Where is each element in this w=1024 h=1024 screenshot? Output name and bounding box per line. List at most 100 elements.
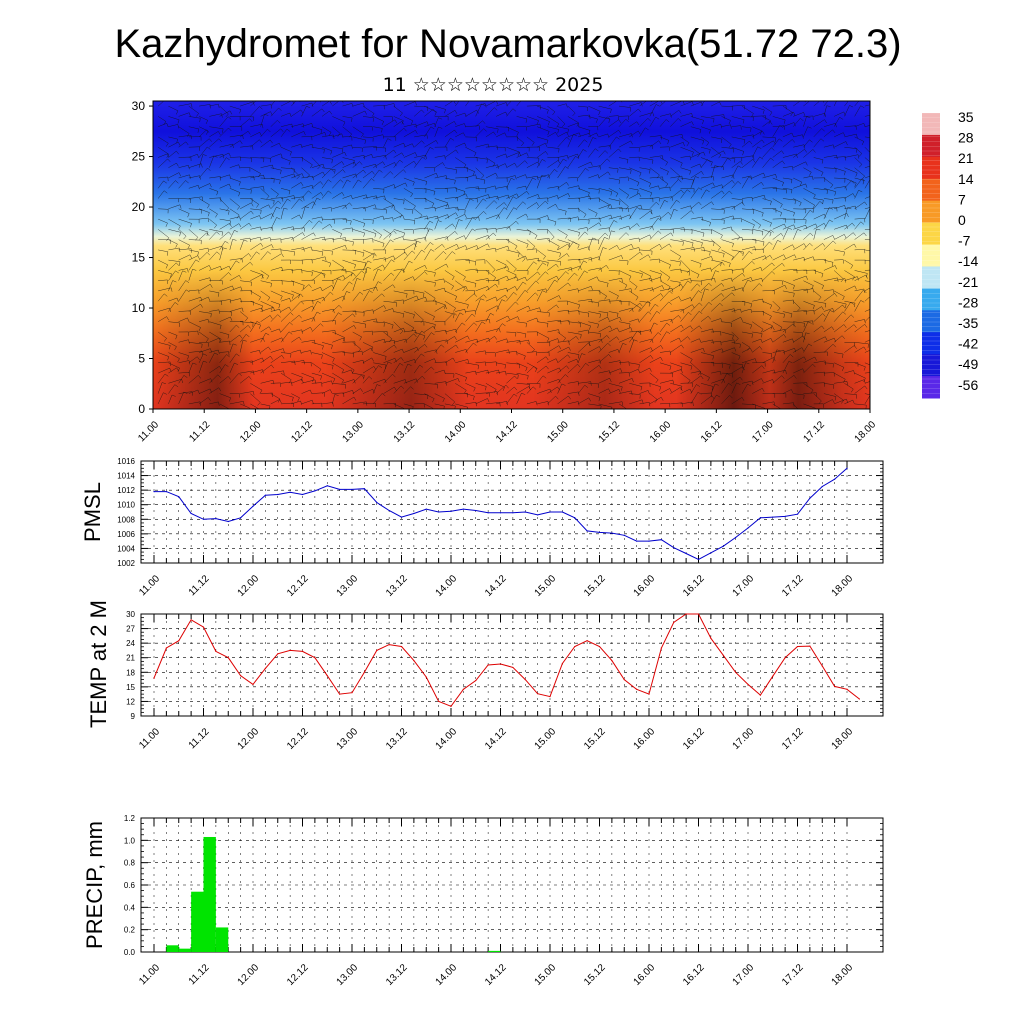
- wind-barb: [342, 157, 355, 165]
- wind-barb: [536, 200, 549, 209]
- wind-barb: [158, 287, 173, 292]
- wind-barb: [270, 348, 285, 353]
- wind-barb: [823, 240, 837, 251]
- wind-barb: [373, 208, 387, 214]
- wind-barb: [618, 115, 630, 120]
- wind-barb: [485, 328, 501, 333]
- wind-barb: [710, 270, 720, 281]
- wind-barb: [547, 275, 559, 281]
- wind-barb: [618, 167, 632, 174]
- wind-barb: [485, 312, 495, 322]
- wind-barb: [342, 249, 357, 255]
- wind-barb: [332, 275, 346, 281]
- wind-barb: [731, 157, 743, 162]
- wind-barb: [782, 111, 796, 117]
- wind-barb: [793, 356, 807, 364]
- wind-barb: [352, 259, 366, 267]
- wind-barb: [198, 251, 211, 261]
- wind-barb: [608, 300, 622, 305]
- wind-barb: [250, 198, 260, 208]
- wind-barb: [229, 198, 241, 210]
- wind-barb: [239, 333, 250, 343]
- wind-barb: [270, 370, 285, 375]
- wind-barb: [229, 116, 241, 121]
- wind-barb: [588, 237, 597, 250]
- wind-barb: [752, 194, 766, 200]
- wind-barb: [803, 343, 813, 353]
- wind-barb: [844, 180, 855, 189]
- wind-barb: [823, 277, 839, 282]
- wind-barb: [250, 157, 265, 163]
- wind-barb: [311, 382, 323, 387]
- wind-barb: [393, 327, 406, 333]
- wind-barb: [833, 372, 846, 383]
- wind-barb: [465, 310, 476, 315]
- wind-barb: [803, 403, 816, 409]
- wind-barb: [393, 290, 408, 298]
- wind-barb: [383, 136, 397, 141]
- wind-barb: [434, 204, 450, 210]
- wind-barb: [475, 198, 487, 209]
- wind-barb: [301, 270, 313, 277]
- wind-barb: [567, 321, 582, 328]
- wind-barb: [731, 268, 744, 273]
- wind-barb: [557, 267, 573, 272]
- wind-barb: [291, 360, 305, 365]
- wind-barb: [844, 146, 858, 153]
- y-tick-label: 5: [138, 352, 145, 366]
- wind-barb: [239, 202, 254, 210]
- wind-barb: [403, 311, 415, 319]
- wind-barb: [332, 151, 347, 158]
- wind-barb: [424, 300, 437, 305]
- wind-barb: [332, 146, 344, 153]
- wind-barb: [475, 228, 488, 233]
- wind-barb: [649, 104, 660, 117]
- wind-barb: [373, 155, 387, 160]
- wind-barb: [833, 335, 845, 343]
- wind-barb: [362, 163, 377, 169]
- wind-barb: [260, 346, 271, 353]
- wind-barb: [731, 116, 745, 124]
- wind-barb: [250, 349, 261, 355]
- wind-barb: [577, 167, 589, 179]
- wind-barb: [199, 342, 209, 347]
- wind-barb: [219, 351, 230, 356]
- wind-barb: [373, 105, 386, 110]
- wind-barb: [567, 363, 581, 374]
- wind-barb: [741, 176, 753, 189]
- wind-barb: [844, 167, 858, 177]
- wind-barb: [270, 328, 281, 333]
- wind-barb: [844, 300, 856, 308]
- wind-barb: [332, 295, 346, 302]
- wind-barb: [301, 317, 316, 322]
- wind-barb: [680, 325, 693, 333]
- data-point: [846, 467, 848, 469]
- wind-barb: [444, 129, 458, 138]
- wind-barb: [301, 399, 314, 405]
- wind-barb: [751, 156, 764, 168]
- wind-barb: [782, 290, 795, 298]
- data-point: [710, 637, 712, 639]
- wind-barb: [188, 255, 200, 261]
- wind-barb: [444, 212, 458, 220]
- wind-barb: [444, 357, 456, 364]
- x-tick-label: 18.00: [830, 726, 856, 752]
- wind-barb: [506, 162, 517, 168]
- wind-barb: [588, 132, 599, 138]
- wind-barb: [434, 300, 446, 309]
- wind-barb: [362, 238, 374, 243]
- wind-barb: [506, 259, 517, 273]
- wind-barb: [434, 329, 447, 335]
- wind-barb: [516, 339, 530, 345]
- y-tick-label: 9: [131, 712, 136, 721]
- wind-barb: [639, 210, 653, 220]
- wind-barb: [854, 167, 866, 180]
- wind-barb: [291, 227, 305, 232]
- data-point: [685, 552, 687, 555]
- wind-barb: [690, 362, 702, 375]
- wind-barb: [383, 138, 392, 148]
- wind-barb: [178, 391, 188, 404]
- wind-barb: [772, 198, 783, 208]
- wind-barb: [291, 336, 302, 343]
- wind-barb: [291, 109, 304, 117]
